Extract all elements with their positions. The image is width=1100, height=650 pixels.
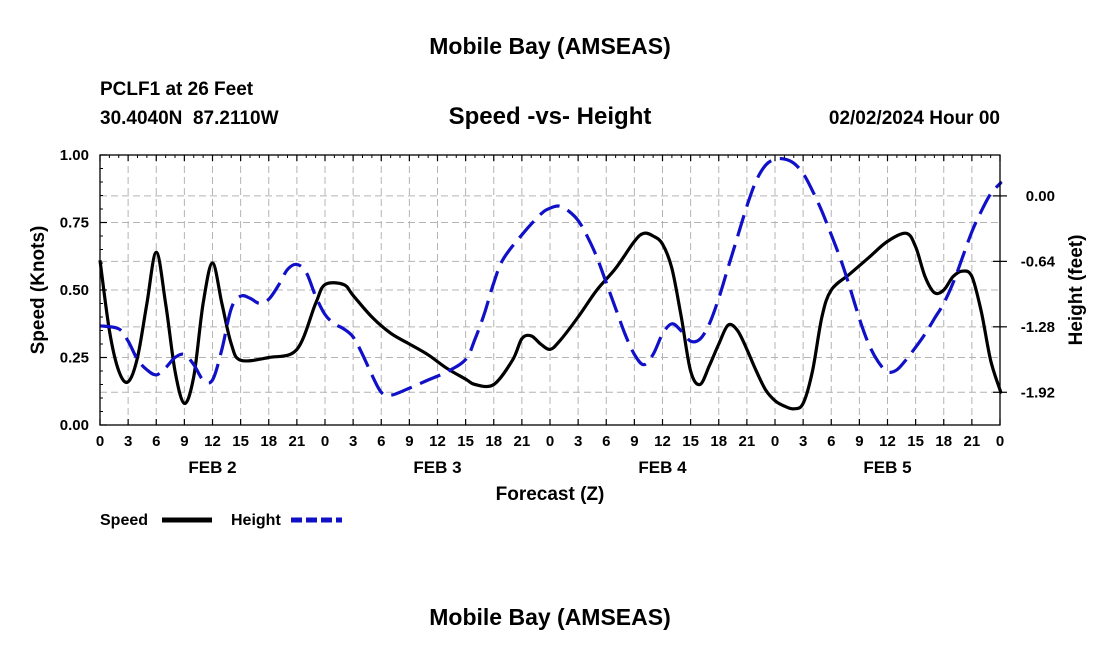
- x-tick-label: 15: [232, 433, 249, 450]
- x-tick-label: 6: [602, 433, 610, 450]
- x-tick-label: 9: [405, 433, 413, 450]
- x-tick-label: 18: [710, 433, 727, 450]
- station-label: PCLF1 at 26 Feet: [100, 79, 254, 100]
- x-tick-label: 21: [739, 433, 756, 450]
- x-tick-label: 12: [429, 433, 446, 450]
- x-tick-label: 21: [964, 433, 981, 450]
- legend-speed-label: Speed: [100, 512, 148, 529]
- y-axis-right-label: Height (feet): [1066, 235, 1087, 346]
- y-left-tick-label: 0.75: [60, 215, 89, 232]
- x-tick-label: 0: [321, 433, 329, 450]
- day-label: FEB 2: [188, 458, 236, 477]
- x-tick-label: 0: [996, 433, 1004, 450]
- x-tick-label: 3: [574, 433, 582, 450]
- x-tick-label: 15: [907, 433, 924, 450]
- day-label: FEB 4: [638, 458, 687, 477]
- x-tick-label: 0: [546, 433, 554, 450]
- y-right-tick-label: -0.64: [1021, 253, 1056, 270]
- grid-lines: [100, 155, 1000, 425]
- legend: Speed Height: [100, 512, 342, 529]
- x-tick-label: 9: [630, 433, 638, 450]
- x-tick-label: 18: [935, 433, 952, 450]
- y-right-tick-label: -1.28: [1021, 319, 1055, 336]
- x-tick-label: 12: [204, 433, 221, 450]
- x-tick-label: 15: [682, 433, 699, 450]
- x-tick-label: 3: [799, 433, 807, 450]
- x-tick-label: 6: [152, 433, 160, 450]
- x-tick-label: 15: [457, 433, 474, 450]
- plot-series: [98, 156, 1003, 411]
- x-axis-label: Forecast (Z): [496, 484, 605, 505]
- x-tick-label: 18: [260, 433, 277, 450]
- axis-ticks: [99, 154, 1007, 426]
- x-tick-label: 9: [855, 433, 863, 450]
- y-right-tick-label: -1.92: [1021, 384, 1055, 401]
- series-line-speed: [98, 231, 1003, 411]
- day-label: FEB 3: [413, 458, 461, 477]
- station-coords: 30.4040N 87.2110W: [100, 108, 279, 129]
- y-left-tick-label: 0.50: [60, 282, 89, 299]
- x-tick-label: 21: [514, 433, 531, 450]
- day-label: FEB 5: [863, 458, 911, 477]
- x-tick-label: 3: [124, 433, 132, 450]
- series-line-height: [99, 156, 1003, 398]
- axis-tick-labels: 0 3 6 9 12 15 18 21 0 3 6 9 12 15 18 21 0 3 6 9 12 15 18 21 0 3 6 9…: [60, 147, 1056, 477]
- x-tick-label: 9: [180, 433, 188, 450]
- x-tick-label: 6: [377, 433, 385, 450]
- y-right-tick-label: 0.00: [1026, 188, 1055, 205]
- footer-title: Mobile Bay (AMSEAS): [429, 604, 671, 630]
- legend-height-label: Height: [231, 512, 281, 529]
- x-tick-label: 12: [654, 433, 671, 450]
- y-left-tick-label: 0.00: [60, 417, 89, 434]
- y-left-tick-label: 1.00: [60, 147, 89, 164]
- chart-title: Speed -vs- Height: [449, 103, 652, 130]
- x-tick-label: 0: [96, 433, 104, 450]
- y-left-tick-label: 0.25: [60, 350, 89, 367]
- x-tick-label: 12: [879, 433, 896, 450]
- x-tick-label: 0: [771, 433, 779, 450]
- y-axis-left-label: Speed (Knots): [28, 226, 49, 355]
- forecast-datetime: 02/02/2024 Hour 00: [829, 108, 1000, 129]
- x-tick-label: 3: [349, 433, 357, 450]
- x-tick-label: 6: [827, 433, 835, 450]
- page-title: Mobile Bay (AMSEAS): [429, 33, 671, 59]
- x-tick-label: 18: [485, 433, 502, 450]
- x-tick-label: 21: [289, 433, 306, 450]
